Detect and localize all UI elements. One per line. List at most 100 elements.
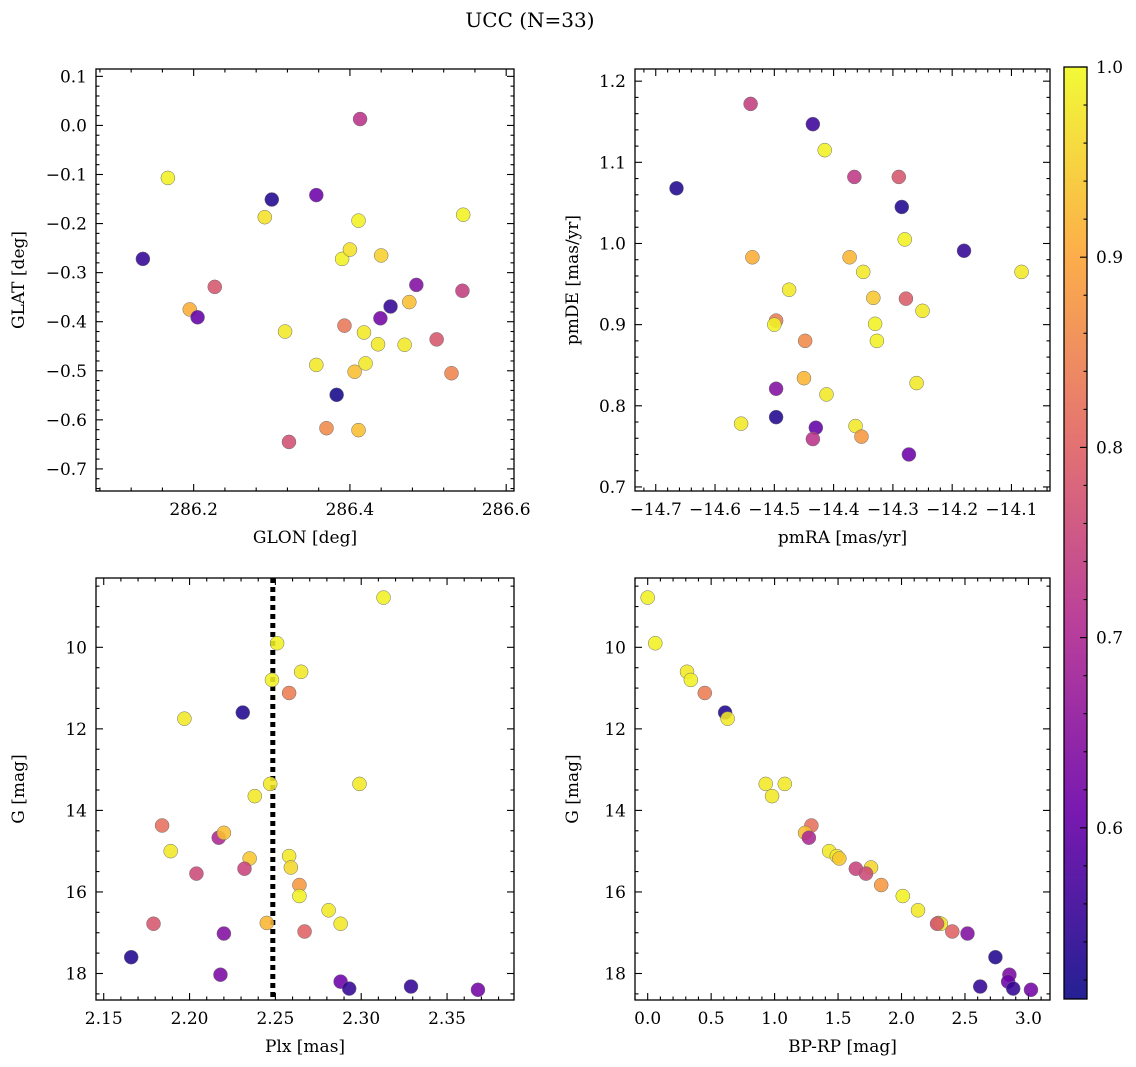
plot-area: [135, 111, 471, 450]
scatter-point: [237, 861, 252, 876]
plot-area: [640, 590, 1039, 998]
scatter-point: [337, 318, 352, 333]
y-tick-label: 18: [604, 964, 626, 984]
y-tick-label: 0.8: [599, 397, 626, 417]
y-tick-label: 0.1: [60, 67, 87, 87]
scatter-point: [929, 916, 945, 932]
scatter-point: [470, 982, 486, 998]
scatter-point: [455, 207, 471, 222]
x-tick-label: −14.4: [808, 500, 860, 520]
scatter-point: [376, 590, 391, 605]
scatter-point: [805, 431, 821, 447]
y-tick-label: 0.7: [599, 478, 626, 498]
scatter-point: [352, 111, 368, 127]
scatter-point: [640, 590, 655, 605]
scatter-point: [356, 325, 372, 340]
scatter-point: [898, 291, 914, 306]
scatter-point: [342, 242, 358, 257]
scatter-point: [281, 434, 297, 450]
x-tick-label: −14.6: [689, 500, 741, 520]
scatter-point: [805, 116, 821, 132]
scatter-point: [309, 187, 324, 203]
y-tick-label: −0.6: [46, 411, 87, 431]
scatter-point: [768, 409, 784, 425]
x-tick-label: −14.3: [867, 500, 919, 520]
y-tick-label: −0.5: [46, 362, 87, 382]
axes-frame: [95, 577, 515, 1001]
scatter-point: [745, 250, 760, 265]
scatter-point: [329, 387, 344, 403]
scatter-point: [347, 364, 362, 380]
axes-frame: [634, 577, 1051, 1001]
scatter-point: [341, 981, 357, 996]
scatter-point: [351, 213, 366, 228]
scatter-point: [213, 967, 228, 982]
scatter-point: [135, 251, 151, 267]
scatter-point: [866, 290, 881, 306]
scatter-point: [767, 317, 782, 332]
y-tick-label: −0.4: [46, 313, 87, 333]
scatter-point: [207, 279, 223, 295]
plot-area: [123, 578, 486, 1000]
y-tick-label: 18: [65, 964, 87, 984]
colorbar-frame: [1063, 66, 1088, 1000]
scatter-point: [293, 664, 309, 680]
scatter-point: [370, 337, 386, 352]
scatter-point: [897, 232, 912, 247]
scatter-panel-2: −14.7 −14.6 −14.5 −14.4 −14.3 −14.2 −14.1 0.7 0.…: [563, 68, 1051, 548]
x-axis-label: GLON [deg]: [253, 528, 357, 548]
scatter-point: [854, 429, 869, 444]
scatter-point: [373, 311, 388, 326]
scatter-point: [858, 866, 874, 881]
y-axis-label: GLAT [deg]: [9, 231, 29, 329]
scatter-point: [247, 788, 263, 804]
scatter-point: [781, 282, 797, 297]
x-tick-label: 2.25: [256, 1009, 294, 1029]
y-tick-label: 10: [65, 638, 87, 658]
colorbar-tick-label: 0.9: [1096, 248, 1123, 268]
scatter-point: [901, 447, 917, 462]
scatter-point: [283, 860, 299, 875]
scatter-point: [891, 169, 907, 185]
x-tick-label: 2.35: [428, 1009, 466, 1029]
scatter-point: [321, 903, 336, 918]
scatter-point: [683, 672, 699, 688]
scatter-point: [373, 248, 389, 263]
scatter-point: [945, 924, 960, 939]
scatter-point: [697, 685, 713, 701]
x-tick-label: 1.5: [825, 1009, 852, 1029]
y-tick-label: 0.0: [60, 116, 87, 136]
y-tick-label: 1.2: [599, 72, 626, 92]
scatter-point: [163, 843, 178, 859]
axes-frame: [95, 68, 515, 492]
scatter-point: [972, 979, 988, 994]
y-tick-label: −0.1: [46, 166, 87, 186]
x-tick-label: −14.2: [926, 500, 978, 520]
scatter-point: [1005, 981, 1021, 996]
x-tick-label: −14.5: [748, 500, 800, 520]
scatter-point: [309, 357, 324, 373]
x-tick-label: 2.15: [85, 1009, 123, 1029]
scatter-point: [1023, 982, 1039, 998]
scatter-point: [743, 96, 758, 112]
x-tick-label: −14.7: [630, 500, 682, 520]
scatter-point: [257, 209, 273, 225]
x-tick-label: 2.5: [951, 1009, 978, 1029]
scatter-point: [856, 264, 871, 280]
x-tick-label: 286.6: [482, 500, 531, 520]
y-tick-label: 12: [65, 720, 87, 740]
x-tick-label: 0.5: [698, 1009, 725, 1029]
y-tick-label: 0.9: [599, 316, 626, 336]
scatter-point: [768, 381, 784, 396]
y-tick-label: 14: [604, 801, 626, 821]
y-tick-label: 1.1: [599, 153, 626, 173]
scatter-point: [235, 705, 251, 720]
scatter-point: [409, 277, 424, 293]
scatter-point: [216, 825, 232, 841]
colorbar-tick-label: 1.0: [1096, 58, 1123, 78]
scatter-point: [797, 333, 813, 349]
scatter-point: [669, 181, 684, 196]
axis-ticks: [634, 578, 1050, 1000]
scatter-point: [915, 303, 930, 319]
scatter-point: [269, 635, 285, 651]
